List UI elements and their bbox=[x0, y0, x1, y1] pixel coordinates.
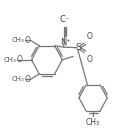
Text: C⁻: C⁻ bbox=[59, 15, 69, 24]
Text: CH₃: CH₃ bbox=[3, 57, 16, 63]
Text: O: O bbox=[24, 36, 30, 45]
Text: N⁺: N⁺ bbox=[60, 38, 71, 47]
Text: O: O bbox=[86, 32, 92, 41]
Text: CH₃: CH₃ bbox=[12, 76, 25, 82]
Text: O: O bbox=[16, 55, 22, 64]
Text: O: O bbox=[86, 55, 92, 64]
Text: O: O bbox=[24, 75, 30, 84]
Text: CH₃: CH₃ bbox=[86, 118, 100, 127]
Text: CH₃: CH₃ bbox=[12, 37, 25, 43]
Text: S: S bbox=[75, 43, 81, 52]
